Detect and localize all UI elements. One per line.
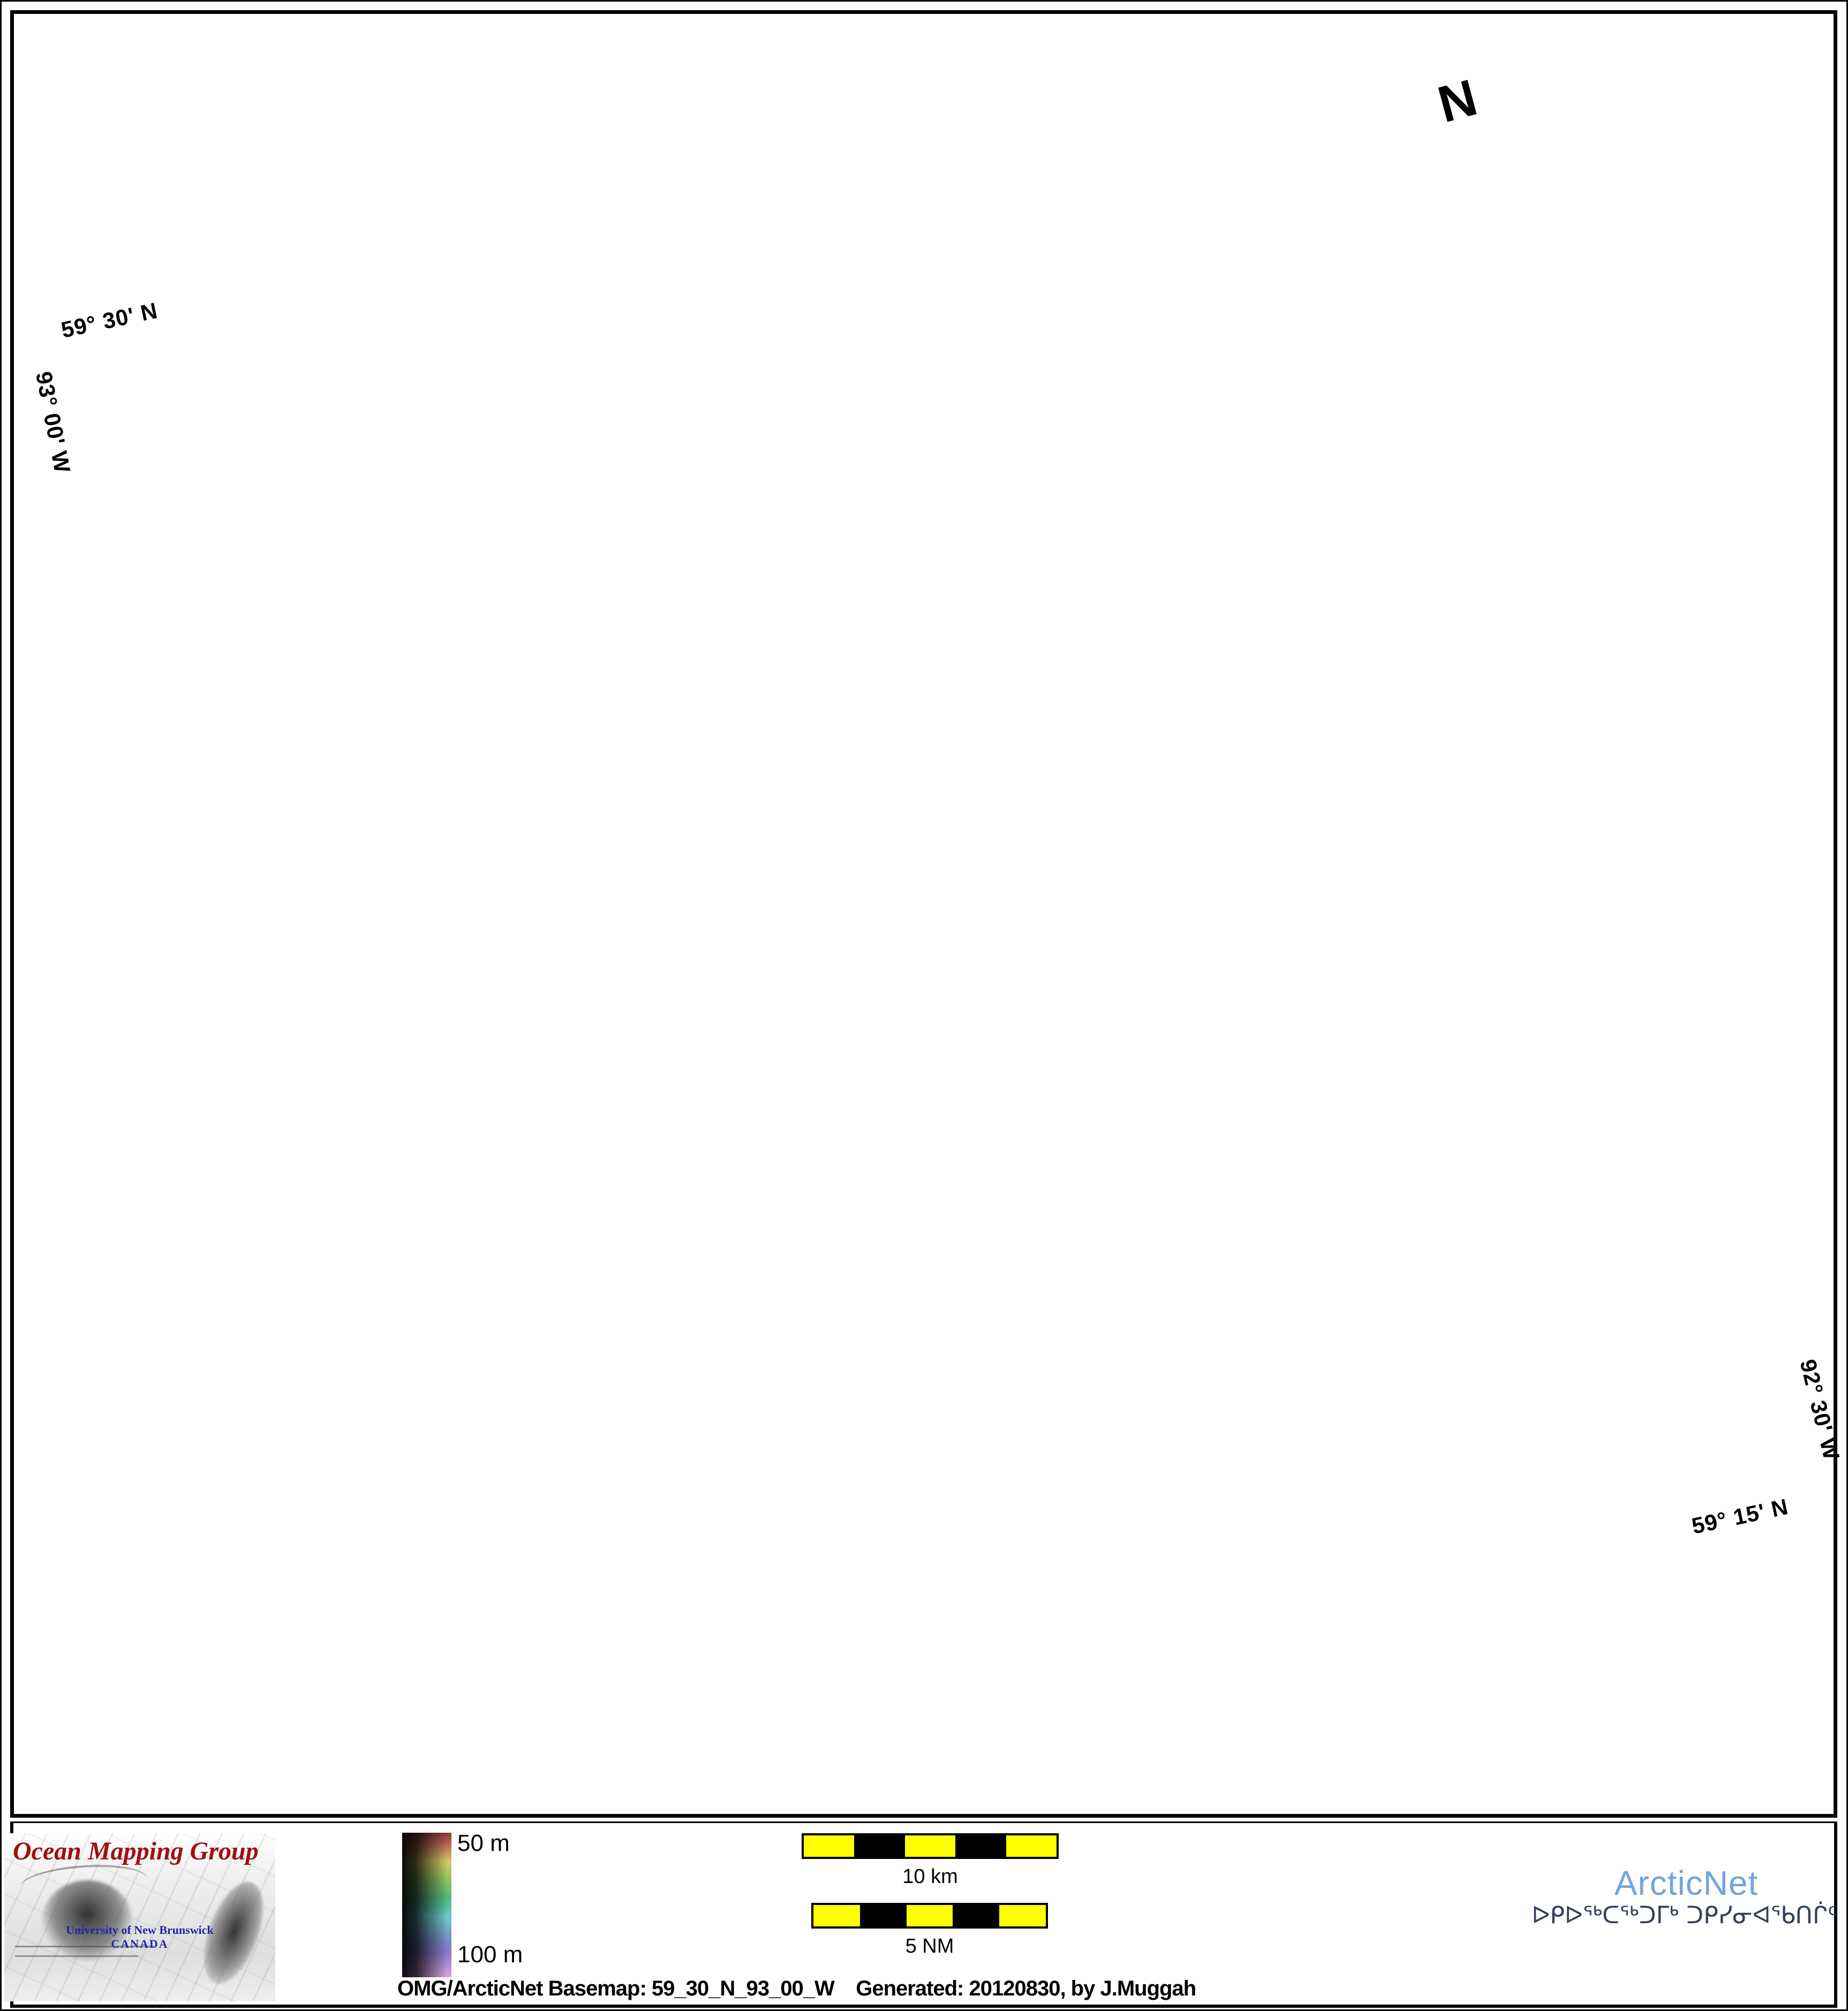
omg-logo — [4, 1833, 275, 2001]
scalebar-nm-label: 5 NM — [905, 1935, 954, 1957]
scalebar-segment — [906, 1905, 953, 1926]
basemap-caption: OMG/ArcticNet Basemap: 59_30_N_93_00_W G… — [397, 1977, 1196, 2000]
omg-title: Ocean Mapping Group — [13, 1837, 259, 1865]
arcticnet-inuktitut: ᐅᑭᐅᖅᑕᖅᑐᒥᒃ ᑐᑭᓯᓂᐊᖃᑎᒌᑦ — [1532, 1902, 1838, 1929]
unb-country: CANADA — [111, 1937, 169, 1950]
scalebar-segment — [1006, 1835, 1057, 1857]
scalebar-km — [802, 1833, 1059, 1859]
scalebar-segment — [955, 1835, 1006, 1857]
depth-label-50m: 50 m — [457, 1830, 510, 1856]
scalebar-nm — [811, 1903, 1048, 1929]
unb-institution: University of New Brunswick — [66, 1923, 214, 1937]
scalebar-segment — [813, 1905, 860, 1926]
scalebar-segment — [854, 1835, 905, 1857]
scalebar-segment — [999, 1905, 1046, 1926]
helicopter-rotor-art — [18, 1861, 149, 1907]
map-frame — [10, 10, 1837, 1818]
depth-colorbar — [402, 1833, 451, 1977]
scalebar-segment — [953, 1905, 1000, 1926]
scalebar-km-label: 10 km — [902, 1865, 958, 1888]
arcticnet-wordmark: ArcticNet — [1614, 1864, 1759, 1902]
scalebar-segment — [804, 1835, 855, 1857]
scalebar-segment — [904, 1835, 956, 1857]
scalebar-segment — [859, 1905, 907, 1926]
depth-label-100m: 100 m — [457, 1941, 523, 1968]
